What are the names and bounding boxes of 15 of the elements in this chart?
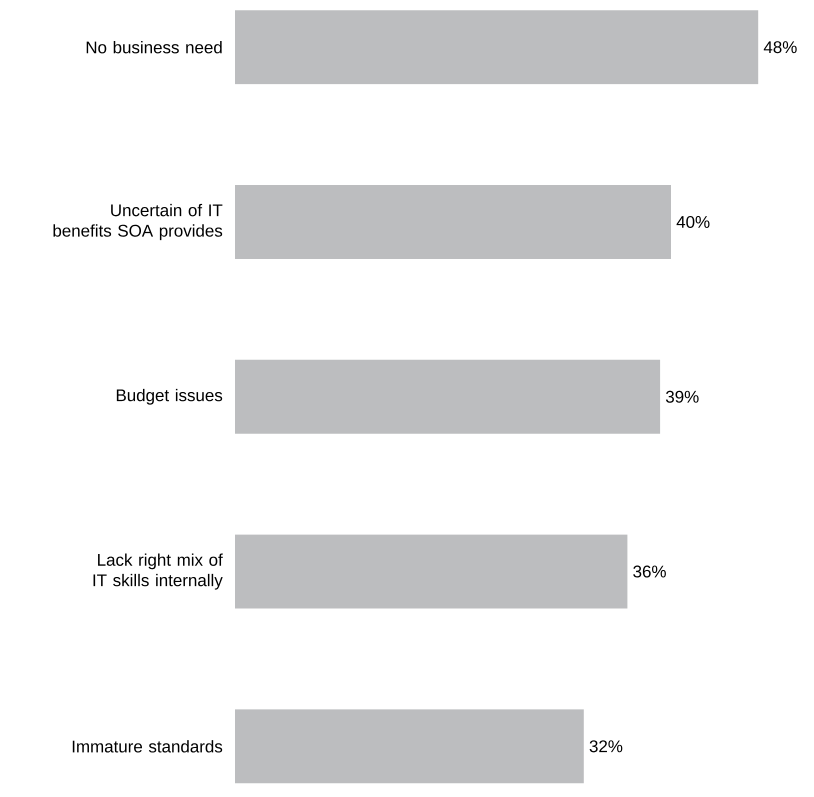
data-label: 36%	[633, 566, 666, 578]
y-tick-label: Uncertain of IT benefits SOA provides	[53, 204, 222, 240]
bar	[234, 534, 628, 609]
y-tick-label: Immature standards	[72, 740, 222, 753]
y-tick-label: No business need	[86, 40, 222, 54]
bar	[234, 360, 660, 434]
data-label: 40%	[676, 216, 710, 228]
y-tick-label: Lack right mix of IT skills internally	[94, 553, 223, 590]
y-tick-label: Budget issues	[116, 388, 222, 405]
bar	[234, 10, 758, 84]
data-label: 39%	[666, 390, 699, 403]
bar	[234, 185, 671, 259]
bar	[234, 709, 584, 784]
data-label: 32%	[590, 740, 622, 752]
data-label: 48%	[764, 41, 797, 54]
